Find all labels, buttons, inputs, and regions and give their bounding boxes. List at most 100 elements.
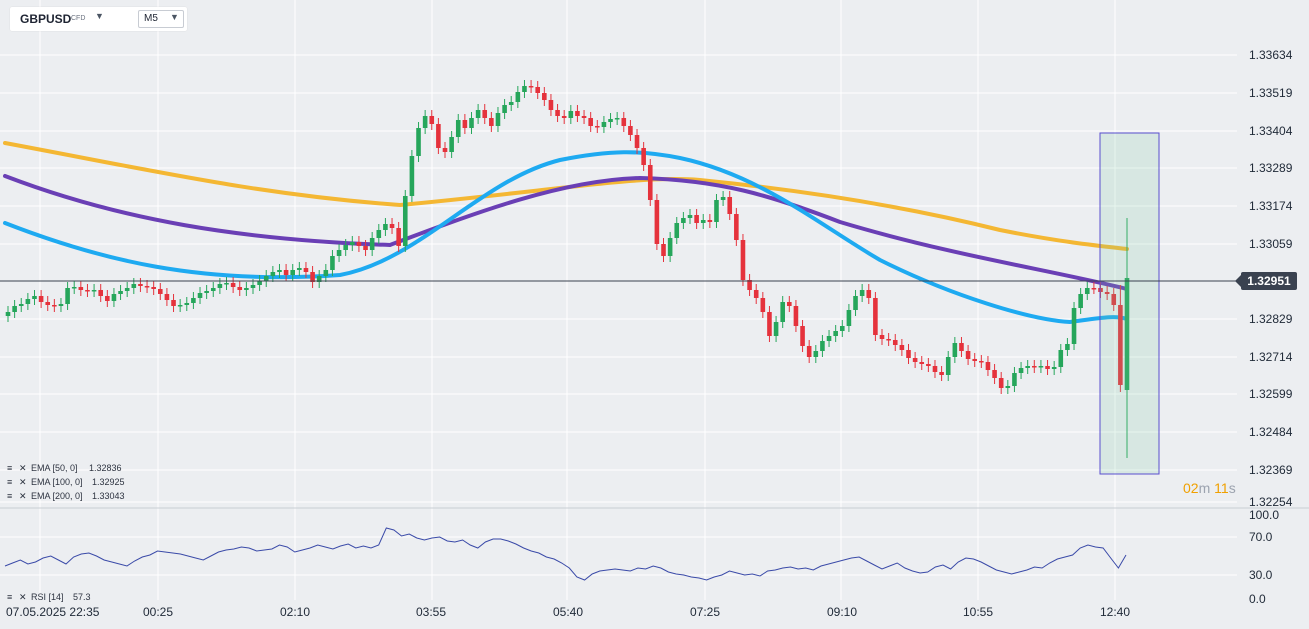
menu-icon[interactable]: ≡ (7, 592, 12, 602)
candle-down (303, 268, 309, 272)
rsi-tick-label: 0.0 (1249, 592, 1266, 606)
candle-up (449, 137, 454, 152)
candle-down (767, 312, 772, 336)
candle-down (734, 214, 739, 240)
close-icon[interactable]: ✕ (19, 592, 27, 602)
symbol-dropdown-icon[interactable]: ▼ (95, 11, 104, 21)
price-tick-label: 1.33634 (1249, 48, 1293, 62)
candle-down (753, 290, 759, 298)
ema50-legend[interactable]: ≡ ✕ EMA [50, 0] 1.32836 (7, 463, 122, 473)
candle-up (32, 296, 37, 299)
candle-down (436, 124, 441, 148)
candle-up (118, 291, 123, 294)
candle-down (661, 244, 666, 256)
candle-up (1071, 308, 1077, 344)
timeframe-select[interactable]: M5 ▼ (138, 10, 184, 28)
candle-down (939, 372, 944, 375)
candle-down (919, 362, 925, 364)
candles (5, 80, 1130, 458)
candle-down (747, 280, 752, 290)
candle-up (263, 276, 269, 281)
ema100-legend[interactable]: ≡ ✕ EMA [100, 0] 1.32925 (7, 477, 125, 487)
candle-down (548, 100, 554, 110)
candle-down (98, 290, 103, 296)
candle-up (859, 290, 865, 296)
time-tick-label: 10:55 (963, 605, 993, 619)
ema100-label: EMA [100, 0] (31, 477, 83, 487)
price-tick-label: 1.32369 (1249, 463, 1293, 477)
candle-up (945, 357, 951, 375)
candle-up (177, 305, 183, 307)
candle-up (343, 245, 348, 250)
time-tick-label: 03:55 (416, 605, 446, 619)
candle-up (522, 86, 527, 92)
indicator-legend: ≡ ✕ EMA [50, 0] 1.32836 ≡ ✕ EMA [100, 0]… (7, 463, 125, 602)
symbol-type: CFD (71, 15, 86, 22)
candle-down (138, 284, 143, 286)
candle-down (442, 148, 448, 152)
price-tick-label: 1.33404 (1249, 124, 1293, 138)
candle-countdown: 02m 11s (1183, 480, 1236, 496)
rsi-axis: 100.0 70.0 30.0 0.0 (1249, 508, 1279, 606)
candle-up (700, 220, 706, 223)
time-tick-label: 12:40 (1100, 605, 1130, 619)
candle-down (879, 335, 885, 339)
candle-up (124, 288, 130, 291)
candle-up (210, 288, 216, 291)
candle-up (270, 272, 276, 276)
candle-up (1058, 350, 1064, 367)
candle-up (58, 304, 64, 306)
current-price-badge: 1.32951 (1235, 272, 1297, 290)
candle-up (111, 294, 117, 301)
close-icon[interactable]: ✕ (19, 491, 27, 501)
candle-down (892, 340, 898, 345)
candle-down (1045, 366, 1050, 369)
candle-down (694, 215, 699, 223)
candle-up (568, 111, 574, 118)
menu-icon[interactable]: ≡ (7, 477, 12, 487)
candle-down (363, 246, 368, 250)
candle-up (5, 312, 11, 316)
price-tick-label: 1.32829 (1249, 312, 1293, 326)
candle-up (714, 200, 719, 222)
menu-icon[interactable]: ≡ (7, 463, 12, 473)
candle-down (555, 110, 560, 116)
candle-up (197, 293, 203, 298)
menu-icon[interactable]: ≡ (7, 491, 12, 501)
ema200-legend[interactable]: ≡ ✕ EMA [200, 0] 1.33043 (7, 491, 125, 501)
candle-up (409, 156, 415, 196)
candle-down (1111, 294, 1117, 305)
candle-up (495, 113, 501, 126)
candle-down (171, 300, 176, 306)
candle-up (422, 116, 428, 128)
close-icon[interactable]: ✕ (19, 463, 27, 473)
chart-grid (0, 0, 1237, 600)
ema200-label: EMA [200, 0] (31, 491, 83, 501)
candle-up (376, 230, 382, 238)
candle-down (912, 358, 918, 362)
selection-box[interactable] (1099, 132, 1160, 475)
candle-down (482, 110, 488, 118)
rsi-legend[interactable]: ≡ ✕ RSI [14] 57.3 (7, 592, 91, 602)
candle-up (667, 238, 673, 256)
countdown-seconds: 11 (1214, 480, 1229, 496)
candle-up (608, 119, 613, 122)
rsi-tick-label: 30.0 (1249, 568, 1273, 582)
candle-up (191, 298, 196, 303)
price-tick-label: 1.33519 (1249, 86, 1293, 100)
candle-down (992, 370, 997, 378)
candle-up (204, 291, 209, 293)
candle-down (429, 116, 435, 124)
rsi-tick-label: 100.0 (1249, 508, 1279, 522)
candle-up (813, 351, 819, 357)
candle-down (760, 298, 766, 312)
candle-up (224, 283, 229, 285)
candle-up (820, 341, 825, 351)
candle-down (535, 87, 541, 93)
candle-down (959, 343, 964, 351)
symbol-name[interactable]: GBPUSD (20, 12, 72, 26)
candle-up (1012, 373, 1017, 386)
candle-down (886, 339, 891, 341)
close-icon[interactable]: ✕ (19, 477, 27, 487)
